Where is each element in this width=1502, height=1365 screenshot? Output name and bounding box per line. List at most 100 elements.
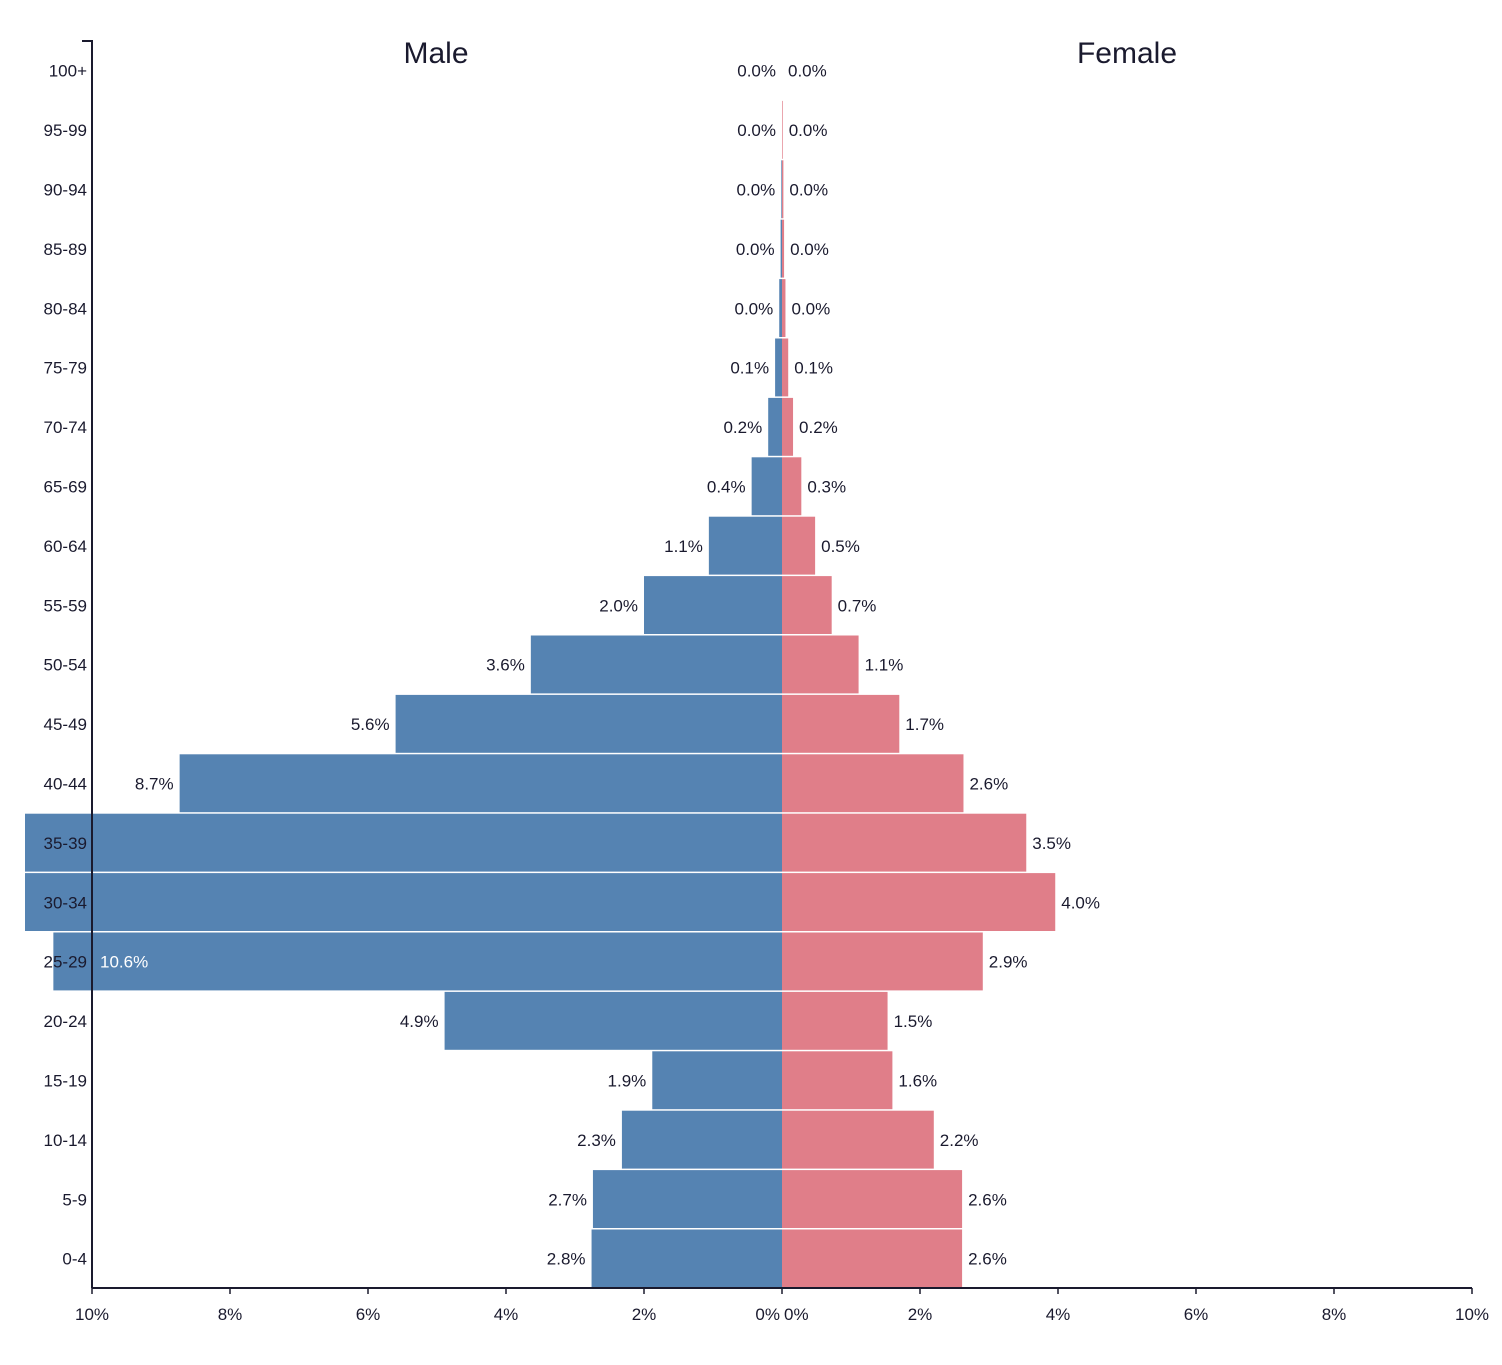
female-bar-60-64	[782, 516, 816, 575]
female-bar-5-9	[782, 1170, 963, 1228]
female-value-label: 1.1%	[865, 656, 904, 675]
female-bar-25-29	[782, 932, 983, 991]
bars-layer	[25, 100, 1056, 1288]
male-value-label: 0.0%	[737, 62, 776, 81]
male-value-label: 1.1%	[664, 537, 703, 556]
female-value-label: 0.0%	[789, 181, 828, 200]
female-value-label: 1.5%	[894, 1012, 933, 1031]
female-value-label: 0.3%	[807, 478, 846, 497]
female-bar-50-54	[782, 635, 859, 694]
y-tick-label: 20-24	[44, 1012, 87, 1031]
y-tick-label: 80-84	[44, 299, 87, 318]
male-value-label: 0.0%	[734, 299, 773, 318]
male-value-label: 0.1%	[730, 359, 769, 378]
female-bar-10-14	[782, 1110, 934, 1169]
female-value-label: 2.9%	[989, 953, 1028, 972]
value-labels-layer: 0.0% 0.0% 0.0% 0.0% 0.0% 0.0% 0.0% 0.0% 0.0% 0.0%…	[100, 62, 1100, 1269]
y-tick-label: 45-49	[44, 715, 87, 734]
y-tick-label: 0-4	[62, 1250, 87, 1269]
y-tick-label: 85-89	[44, 240, 87, 259]
female-value-label: 0.2%	[799, 418, 838, 437]
x-tick-label-female: 8%	[1322, 1305, 1347, 1324]
male-value-label: 0.0%	[737, 121, 776, 140]
female-value-label: 2.6%	[968, 1190, 1007, 1209]
female-value-label: 1.6%	[898, 1072, 937, 1091]
male-bar-0-4	[591, 1229, 782, 1288]
male-bar-35-39	[25, 813, 782, 872]
male-bar-5-9	[592, 1170, 782, 1228]
female-value-label: 0.1%	[794, 359, 833, 378]
female-bar-45-49	[782, 694, 900, 753]
x-tick-label-male: 0%	[755, 1305, 780, 1324]
female-bar-0-4	[782, 1229, 963, 1288]
female-bar-55-59	[782, 576, 832, 634]
axes-layer: 100+ 95-99 90-94 85-89 80-84 75-79 70-74 65-69 6…	[44, 40, 1489, 1324]
x-tick-label-male: 8%	[218, 1305, 243, 1324]
male-value-label: 0.4%	[707, 478, 746, 497]
male-bar-65-69	[751, 457, 782, 516]
y-tick-label: 95-99	[44, 121, 87, 140]
male-bar-55-59	[644, 576, 782, 634]
female-value-label: 4.0%	[1061, 893, 1100, 912]
female-value-label: 0.0%	[790, 240, 829, 259]
male-bar-75-79	[775, 338, 782, 397]
y-tick-label: 60-64	[44, 537, 87, 556]
male-title: Male	[403, 37, 468, 70]
female-value-label: 0.0%	[789, 121, 828, 140]
y-tick-label: 5-9	[62, 1190, 87, 1209]
male-value-label: 8.7%	[135, 775, 174, 794]
male-value-label: 2.7%	[548, 1190, 587, 1209]
y-tick-label: 10-14	[44, 1131, 87, 1150]
y-tick-label: 55-59	[44, 596, 87, 615]
y-tick-label: 75-79	[44, 359, 87, 378]
female-bar-80-84	[782, 279, 786, 337]
male-value-label: 2.8%	[547, 1250, 586, 1269]
male-bar-70-74	[768, 397, 782, 456]
y-tick-label: 40-44	[44, 775, 87, 794]
female-value-label: 2.6%	[969, 775, 1008, 794]
male-value-label: 5.6%	[351, 715, 390, 734]
female-bar-15-19	[782, 1051, 893, 1110]
male-bar-30-34	[25, 873, 782, 931]
y-tick-label: 100+	[49, 62, 87, 81]
female-value-label: 2.6%	[968, 1250, 1007, 1269]
x-tick-label-female: 10%	[1455, 1305, 1489, 1324]
female-bar-75-79	[782, 338, 789, 397]
female-value-label: 3.5%	[1032, 834, 1071, 853]
female-value-label: 0.0%	[788, 62, 827, 81]
female-bar-70-74	[782, 397, 794, 456]
male-bar-45-49	[395, 694, 782, 753]
y-tick-label: 50-54	[44, 656, 87, 675]
male-bar-80-84	[779, 279, 782, 337]
female-title: Female	[1077, 37, 1177, 70]
x-tick-label-male: 2%	[632, 1305, 657, 1324]
female-bar-95-99	[782, 100, 783, 159]
x-tick-label-female: 6%	[1184, 1305, 1209, 1324]
male-value-label: 0.0%	[737, 181, 776, 200]
female-bar-20-24	[782, 991, 888, 1050]
male-value-label: 1.9%	[608, 1072, 647, 1091]
y-tick-label: 65-69	[44, 478, 87, 497]
male-bar-20-24	[444, 991, 782, 1050]
x-tick-label-male: 10%	[75, 1305, 109, 1324]
female-bar-90-94	[782, 160, 784, 219]
male-bar-15-19	[652, 1051, 782, 1110]
female-value-label: 0.5%	[821, 537, 860, 556]
male-bar-50-54	[530, 635, 782, 694]
male-value-label: 3.6%	[486, 656, 525, 675]
male-bar-90-94	[781, 160, 782, 219]
male-value-label: 0.0%	[736, 240, 775, 259]
male-bar-60-64	[708, 516, 782, 575]
x-tick-label-female: 2%	[908, 1305, 933, 1324]
female-value-label: 0.0%	[791, 299, 830, 318]
male-value-label: 2.3%	[577, 1131, 616, 1150]
y-tick-label: 70-74	[44, 418, 87, 437]
male-bar-25-29	[53, 932, 783, 991]
female-bar-40-44	[782, 754, 964, 813]
female-value-label: 1.7%	[905, 715, 944, 734]
y-tick-label: 15-19	[44, 1072, 87, 1091]
female-value-label: 2.2%	[940, 1131, 979, 1150]
male-value-label: 4.9%	[400, 1012, 439, 1031]
male-value-label: 0.2%	[723, 418, 762, 437]
